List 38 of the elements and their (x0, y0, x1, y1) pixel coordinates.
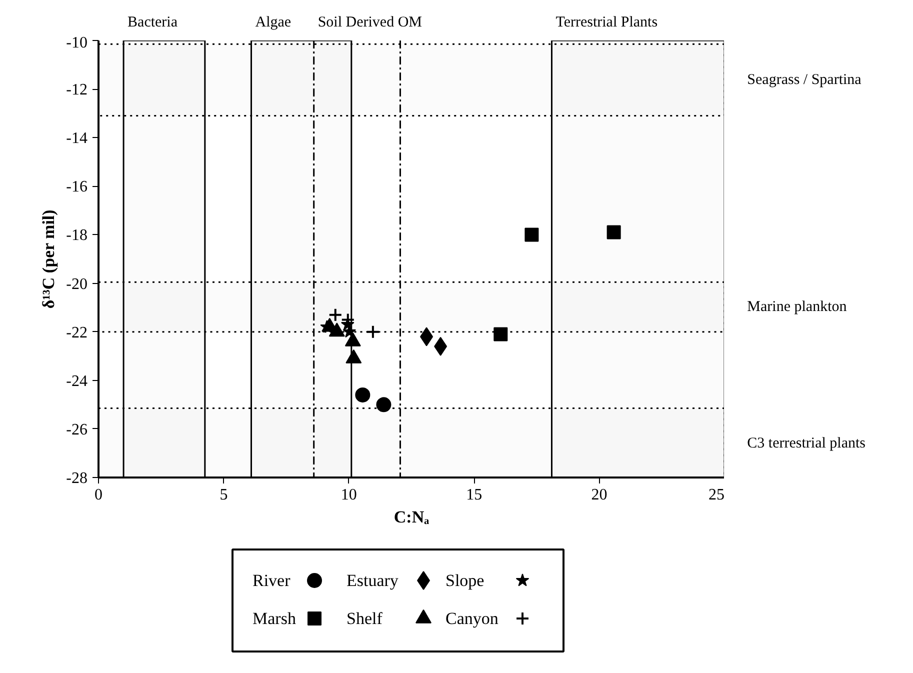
point (494, 327, 508, 342)
y-tick-label: -28 (66, 470, 88, 487)
band-label: Seagrass / Spartina (747, 72, 862, 88)
ref-line-label: Soil Derived OM (318, 14, 422, 30)
point (366, 324, 380, 339)
y-axis-title: δ¹³C (per mil) (39, 210, 58, 309)
band-label: Marine plankton (747, 298, 848, 315)
y-tick-label: -12 (66, 82, 88, 99)
band-label: C3 terrestrial plants (747, 436, 866, 452)
x-tick-label: 15 (466, 486, 482, 504)
point (524, 228, 539, 242)
y-tick-label: -10 (66, 34, 88, 52)
point (606, 225, 621, 240)
y-tick-label: -18 (66, 227, 88, 244)
band-label: Terrestrial Plants (556, 14, 658, 30)
x-axis-title: C:Nₐ (394, 508, 430, 526)
legend-label: Marsh (252, 609, 296, 628)
y-tick-label: -26 (66, 421, 88, 438)
y-tick-label: -16 (66, 178, 88, 196)
legend-label: Slope (446, 571, 484, 590)
x-tick-label: 20 (591, 486, 608, 504)
band-label: Algae (255, 14, 292, 30)
y-tick-label: -24 (66, 372, 88, 390)
x-tick-label: 25 (708, 486, 724, 504)
point (376, 397, 392, 412)
band-label: Bacteria (128, 14, 178, 30)
x-tick-label: 5 (220, 486, 228, 504)
y-tick-label: -20 (66, 276, 88, 293)
y-tick-label: -22 (66, 324, 88, 342)
legend-label: Shelf (346, 609, 383, 628)
x-tick-label: 10 (340, 486, 357, 504)
legend-label: Estuary (346, 571, 399, 590)
legend-label: River (252, 571, 291, 590)
x-tick-label: 0 (94, 486, 102, 504)
point (355, 387, 370, 402)
point (328, 308, 342, 322)
legend-label: Canyon (446, 609, 499, 628)
y-tick-label: -14 (66, 130, 88, 148)
